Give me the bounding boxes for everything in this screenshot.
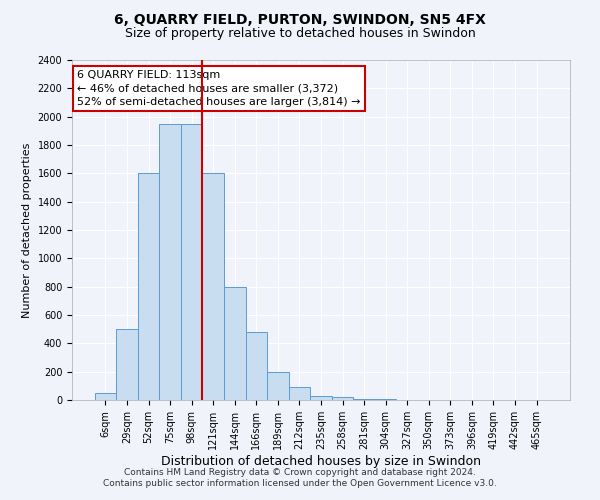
Bar bbox=[224, 286, 245, 400]
Bar bbox=[138, 174, 160, 400]
Bar bbox=[267, 372, 289, 400]
X-axis label: Distribution of detached houses by size in Swindon: Distribution of detached houses by size … bbox=[161, 454, 481, 468]
Bar bbox=[181, 124, 202, 400]
Bar bbox=[353, 398, 375, 400]
Bar bbox=[310, 396, 332, 400]
Text: 6 QUARRY FIELD: 113sqm
← 46% of detached houses are smaller (3,372)
52% of semi-: 6 QUARRY FIELD: 113sqm ← 46% of detached… bbox=[77, 70, 361, 106]
Text: Size of property relative to detached houses in Swindon: Size of property relative to detached ho… bbox=[125, 28, 475, 40]
Bar bbox=[160, 124, 181, 400]
Bar bbox=[245, 332, 267, 400]
Bar bbox=[289, 387, 310, 400]
Bar bbox=[202, 174, 224, 400]
Bar bbox=[95, 393, 116, 400]
Bar bbox=[332, 397, 353, 400]
Y-axis label: Number of detached properties: Number of detached properties bbox=[22, 142, 32, 318]
Bar bbox=[116, 329, 138, 400]
Text: 6, QUARRY FIELD, PURTON, SWINDON, SN5 4FX: 6, QUARRY FIELD, PURTON, SWINDON, SN5 4F… bbox=[114, 12, 486, 26]
Text: Contains HM Land Registry data © Crown copyright and database right 2024.
Contai: Contains HM Land Registry data © Crown c… bbox=[103, 468, 497, 487]
